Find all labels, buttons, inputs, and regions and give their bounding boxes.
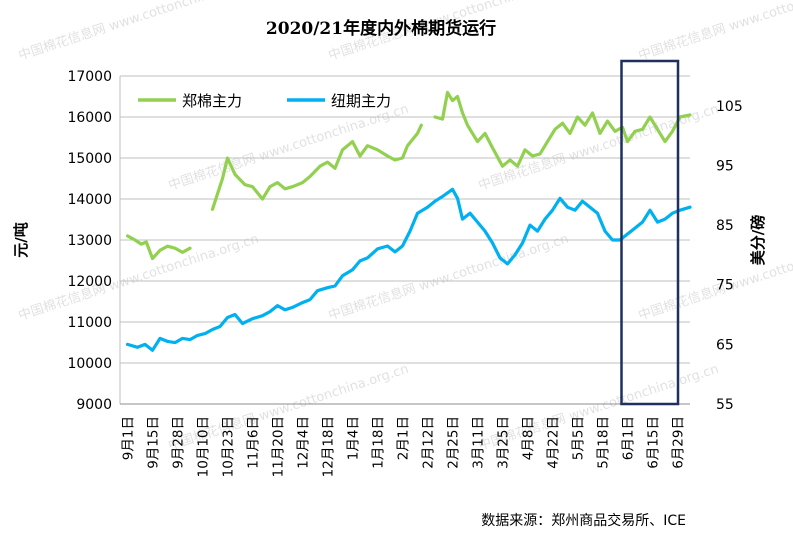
x-tick-label: 9月28日 (171, 416, 187, 469)
series-lines (125, 90, 692, 352)
x-tick-label: 3月11日 (471, 416, 487, 469)
y-left-tick-label: 14000 (67, 192, 112, 208)
x-axis-ticks: 9月1日 9月15日 9月28日 10月10日 10月23日 11月6日 11月20日 12月… (121, 416, 687, 477)
legend-label-2: 纽期主力 (331, 92, 391, 110)
y-axis-right-label: 美分/磅 (749, 215, 767, 265)
series-line-2 (125, 187, 692, 352)
y-left-tick-label: 12000 (67, 274, 112, 290)
y-left-tick-label: 17000 (67, 69, 112, 85)
watermark-layer: 中国棉花信息网 www.cottonchina.org.cn 中国棉花信息网 ww… (16, 0, 793, 454)
x-tick-label: 6月1日 (621, 416, 637, 460)
x-tick-label: 10月23日 (221, 416, 237, 477)
y-axis-left-label: 元/吨 (12, 222, 30, 257)
watermark-text: 中国棉花信息网 www.cottonchina.org.cn (636, 0, 793, 64)
x-tick-label: 12月4日 (296, 416, 312, 469)
y-axis-right-ticks: 105 95 85 75 65 55 (716, 99, 743, 413)
y-left-tick-label: 11000 (67, 315, 112, 331)
x-tick-label: 1月18日 (371, 416, 387, 469)
highlight-box (620, 59, 680, 406)
series-line-1 (125, 90, 692, 261)
x-tick-label: 10月10日 (196, 416, 212, 477)
x-tick-label: 2月1日 (396, 416, 412, 460)
x-tick-label: 3月25日 (496, 416, 512, 469)
y-left-tick-label: 10000 (67, 356, 112, 372)
x-tick-label: 11月20日 (271, 416, 287, 477)
x-tick-label: 5月18日 (596, 416, 612, 469)
watermark-text: 中国棉花信息网 www.cottonchina.org.cn (636, 231, 793, 324)
legend: 郑棉主力 纽期主力 (138, 92, 391, 110)
watermark-text: 中国棉花信息网 www.cottonchina.org.cn (326, 231, 570, 324)
x-tick-label: 9月15日 (146, 416, 162, 469)
watermark-text: 中国棉花信息网 www.cottonchina.org.cn (16, 231, 260, 324)
x-tick-label: 6月15日 (646, 416, 662, 469)
x-tick-label: 11月6日 (246, 416, 262, 469)
y-left-tick-label: 13000 (67, 233, 112, 249)
y-axis-left-ticks: 17000 16000 15000 14000 13000 12000 11000 10000… (67, 69, 112, 413)
x-tick-label: 2月12日 (421, 416, 437, 469)
x-tick-label: 6月29日 (671, 416, 687, 469)
x-tick-label: 4月22日 (546, 416, 562, 469)
y-right-tick-label: 105 (716, 99, 743, 115)
y-right-tick-label: 75 (716, 278, 734, 294)
x-tick-label: 1月4日 (346, 416, 362, 460)
x-tick-label: 4月8日 (521, 416, 537, 460)
legend-label-1: 郑棉主力 (182, 92, 242, 110)
y-left-tick-label: 15000 (67, 151, 112, 167)
x-tick-label: 2月25日 (446, 416, 462, 469)
y-right-tick-label: 55 (716, 397, 734, 413)
y-left-tick-label: 9000 (76, 397, 112, 413)
x-tick-label: 12月18日 (321, 416, 337, 477)
watermark-text: 中国棉花信息网 www.cottonchina.org.cn (16, 0, 260, 64)
chart-title: 2020/21年度内外棉期货运行 (266, 18, 496, 39)
y-right-tick-label: 85 (716, 218, 734, 234)
y-right-tick-label: 95 (716, 158, 734, 174)
y-right-tick-label: 65 (716, 337, 734, 353)
x-tick-label: 9月1日 (121, 416, 137, 460)
x-tick-label: 5月5日 (571, 416, 587, 460)
source-note: 数据来源：郑州商品交易所、ICE (481, 512, 686, 529)
y-left-tick-label: 16000 (67, 110, 112, 126)
